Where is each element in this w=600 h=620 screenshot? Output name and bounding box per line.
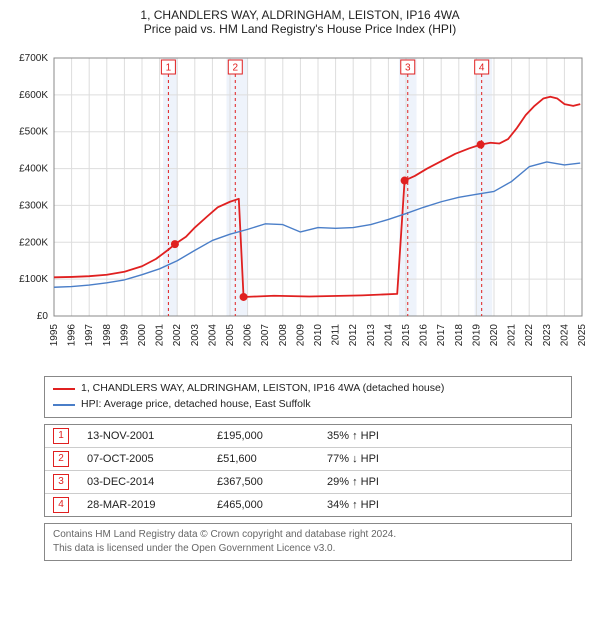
svg-text:2023: 2023 bbox=[542, 324, 553, 347]
txn-delta: 34% ↑ HPI bbox=[327, 499, 427, 511]
txn-delta: 77% ↓ HPI bbox=[327, 453, 427, 465]
svg-text:2013: 2013 bbox=[366, 324, 377, 347]
txn-date: 07-OCT-2005 bbox=[87, 453, 217, 465]
table-row: 2 07-OCT-2005£51,60077% ↓ HPI bbox=[45, 447, 571, 470]
txn-date: 28-MAR-2019 bbox=[87, 499, 217, 511]
svg-text:2022: 2022 bbox=[524, 324, 535, 347]
legend-label-property: 1, CHANDLERS WAY, ALDRINGHAM, LEISTON, I… bbox=[81, 381, 444, 397]
txn-delta: 29% ↑ HPI bbox=[327, 476, 427, 488]
txn-date: 13-NOV-2001 bbox=[87, 430, 217, 442]
svg-text:2: 2 bbox=[232, 63, 238, 74]
txn-price: £195,000 bbox=[217, 430, 327, 442]
txn-badge: 1 bbox=[53, 428, 69, 444]
svg-text:£400K: £400K bbox=[19, 164, 48, 175]
txn-price: £465,000 bbox=[217, 499, 327, 511]
txn-price: £51,600 bbox=[217, 453, 327, 465]
txn-badge: 3 bbox=[53, 474, 69, 490]
svg-text:£500K: £500K bbox=[19, 127, 48, 138]
svg-text:£100K: £100K bbox=[19, 274, 48, 285]
attribution-line1: Contains HM Land Registry data © Crown c… bbox=[53, 528, 563, 542]
svg-text:1: 1 bbox=[166, 63, 172, 74]
svg-text:2000: 2000 bbox=[137, 324, 148, 347]
txn-badge: 4 bbox=[53, 497, 69, 513]
legend-swatch-property bbox=[53, 388, 75, 390]
svg-text:1998: 1998 bbox=[102, 324, 113, 347]
svg-text:2024: 2024 bbox=[559, 324, 570, 347]
chart-container: £0 £100K £200K £300K £400K £500K £600K £700K 199… bbox=[8, 40, 592, 370]
table-row: 3 03-DEC-2014£367,50029% ↑ HPI bbox=[45, 470, 571, 493]
svg-text:1997: 1997 bbox=[84, 324, 95, 347]
chart-title: 1, CHANDLERS WAY, ALDRINGHAM, LEISTON, I… bbox=[8, 8, 592, 22]
table-row: 1 13-NOV-2001£195,00035% ↑ HPI bbox=[45, 425, 571, 447]
table-row: 4 28-MAR-2019£465,00034% ↑ HPI bbox=[45, 493, 571, 516]
svg-text:2021: 2021 bbox=[507, 324, 518, 347]
svg-text:2011: 2011 bbox=[331, 324, 342, 346]
svg-text:2025: 2025 bbox=[577, 324, 588, 347]
svg-text:2016: 2016 bbox=[419, 324, 430, 347]
svg-text:1995: 1995 bbox=[49, 324, 60, 347]
svg-text:£200K: £200K bbox=[19, 237, 48, 248]
svg-text:2003: 2003 bbox=[190, 324, 201, 347]
legend-item-property: 1, CHANDLERS WAY, ALDRINGHAM, LEISTON, I… bbox=[53, 381, 563, 397]
svg-text:2015: 2015 bbox=[401, 324, 412, 347]
txn-date: 03-DEC-2014 bbox=[87, 476, 217, 488]
svg-text:1999: 1999 bbox=[119, 324, 130, 347]
svg-text:2020: 2020 bbox=[489, 324, 500, 347]
legend-item-hpi: HPI: Average price, detached house, East… bbox=[53, 397, 563, 413]
svg-text:2017: 2017 bbox=[436, 324, 447, 347]
svg-text:2005: 2005 bbox=[225, 324, 236, 347]
chart-subtitle: Price paid vs. HM Land Registry's House … bbox=[8, 22, 592, 36]
svg-text:£300K: £300K bbox=[19, 200, 48, 211]
svg-text:2009: 2009 bbox=[295, 324, 306, 347]
svg-text:£0: £0 bbox=[37, 311, 49, 322]
svg-text:£700K: £700K bbox=[19, 53, 48, 64]
svg-text:£600K: £600K bbox=[19, 90, 48, 101]
svg-text:4: 4 bbox=[479, 63, 485, 74]
legend-swatch-hpi bbox=[53, 404, 75, 406]
txn-price: £367,500 bbox=[217, 476, 327, 488]
svg-text:2002: 2002 bbox=[172, 324, 183, 347]
txn-badge: 2 bbox=[53, 451, 69, 467]
svg-text:2014: 2014 bbox=[383, 324, 394, 347]
attribution-line2: This data is licensed under the Open Gov… bbox=[53, 542, 563, 556]
svg-text:2008: 2008 bbox=[278, 324, 289, 347]
transactions-table: 1 13-NOV-2001£195,00035% ↑ HPI 2 07-OCT-200… bbox=[44, 424, 572, 517]
svg-text:2004: 2004 bbox=[207, 324, 218, 347]
svg-text:1996: 1996 bbox=[67, 324, 78, 347]
svg-text:2010: 2010 bbox=[313, 324, 324, 347]
svg-text:2012: 2012 bbox=[348, 324, 359, 347]
svg-text:2018: 2018 bbox=[454, 324, 465, 347]
attribution: Contains HM Land Registry data © Crown c… bbox=[44, 523, 572, 561]
svg-text:2007: 2007 bbox=[260, 324, 271, 347]
svg-text:3: 3 bbox=[405, 63, 411, 74]
svg-text:2019: 2019 bbox=[471, 324, 482, 347]
svg-text:2006: 2006 bbox=[243, 324, 254, 347]
svg-text:2001: 2001 bbox=[155, 324, 166, 347]
txn-delta: 35% ↑ HPI bbox=[327, 430, 427, 442]
price-chart: £0 £100K £200K £300K £400K £500K £600K £700K 199… bbox=[8, 40, 592, 370]
legend: 1, CHANDLERS WAY, ALDRINGHAM, LEISTON, I… bbox=[44, 376, 572, 418]
legend-label-hpi: HPI: Average price, detached house, East… bbox=[81, 397, 311, 413]
